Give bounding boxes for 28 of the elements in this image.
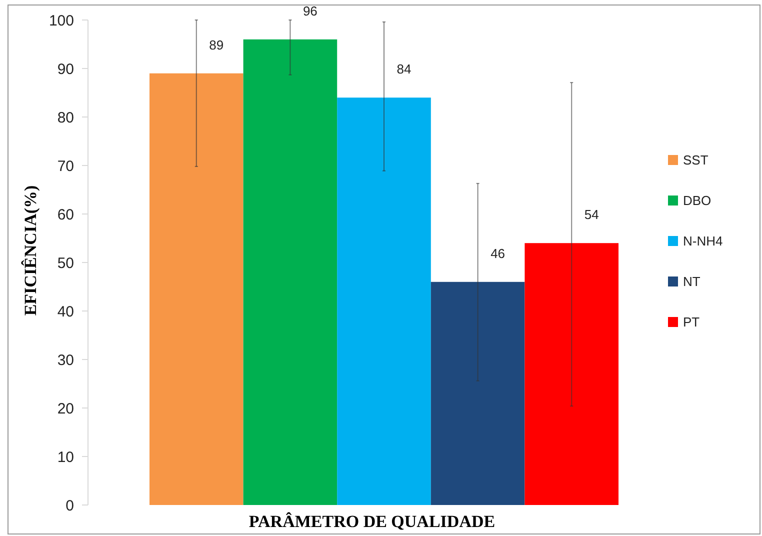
x-axis-title: PARÂMETRO DE QUALIDADE [248,512,496,531]
y-tick-label: 90 [57,60,74,78]
data-label: 54 [584,207,599,222]
data-label: 96 [302,3,318,18]
y-tick-label: 30 [57,352,74,369]
y-tick-label: 80 [57,109,74,126]
legend-label: NT [683,274,700,290]
bar [337,98,431,505]
legend-label: DBO [683,193,712,208]
data-label: 89 [209,37,224,52]
bar [149,73,244,505]
y-tick-label: 100 [48,12,74,30]
y-tick-label: 20 [57,400,74,418]
legend-label: PT [683,314,700,330]
bar [243,39,338,505]
bar [430,282,525,505]
legend-label: SST [683,152,708,168]
data-label: 46 [490,246,506,261]
y-tick-label: 60 [57,206,74,224]
y-tick-label: 0 [66,497,74,514]
y-tick-label: 40 [57,303,74,320]
y-tick-label: 10 [57,448,74,466]
bar [524,243,619,505]
data-label: 84 [396,62,412,77]
y-tick-label: 50 [57,254,74,272]
y-tick-label: 70 [57,158,74,175]
legend-label: N-NH4 [683,234,723,249]
y-axis-title: EFICIÊNCIA(%) [21,185,40,316]
